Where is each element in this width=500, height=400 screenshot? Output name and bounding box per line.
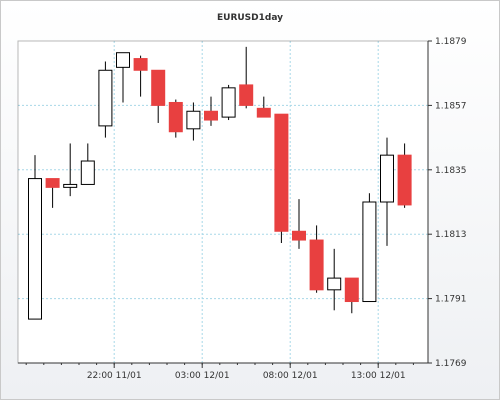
candle (327, 248, 342, 311)
candle (380, 137, 394, 246)
candle (45, 178, 60, 208)
candle (362, 193, 377, 303)
y-tick-label: 1.1857 (435, 101, 467, 111)
candle (204, 96, 218, 126)
candle-body-up (186, 110, 201, 130)
candle (256, 96, 271, 118)
candle-body-down (45, 178, 60, 188)
y-tick-label: 1.1879 (435, 37, 467, 47)
candle (292, 199, 306, 249)
candle-body-down (397, 154, 412, 206)
candle-body-down (204, 110, 218, 121)
y-tick-label: 1.1791 (435, 295, 467, 305)
candle-body-down (344, 277, 359, 303)
candle-body-down (256, 107, 271, 118)
candle (221, 84, 236, 121)
axes: 1.1879 1.1857 1.1835 1.1813 1.1791 1.1769 22:0… (17, 37, 467, 381)
x-tick-label: 03:00 12/01 (175, 371, 230, 381)
y-tick-label: 1.1835 (435, 166, 467, 176)
candle-body-down (292, 230, 306, 241)
candle (116, 52, 130, 103)
candle-body-down (168, 101, 183, 133)
candle-body-down (133, 58, 148, 71)
candle-body-up (221, 87, 236, 118)
candle (151, 69, 166, 123)
y-tick-label: 1.1813 (435, 230, 467, 240)
candle-body-up (98, 69, 113, 127)
y-tick-label: 1.1769 (435, 359, 467, 369)
candle (309, 225, 324, 293)
candle-body-up (327, 277, 342, 291)
candle (168, 99, 183, 138)
candle (344, 277, 359, 314)
chart-title: EURUSD1day (217, 13, 283, 23)
candle (28, 155, 42, 320)
candle (397, 143, 412, 208)
candle-body-up (380, 154, 394, 203)
candle-body-down (151, 69, 166, 106)
candle (133, 55, 148, 97)
candle-body-up (116, 52, 130, 68)
candle-body-down (309, 239, 324, 291)
candle (80, 143, 95, 185)
candle (274, 113, 289, 243)
x-tick-label: 08:00 12/01 (263, 371, 318, 381)
x-tick-label: 22:00 11/01 (87, 371, 142, 381)
candles (28, 46, 412, 320)
candle (186, 102, 201, 141)
candle (98, 61, 113, 138)
candle-body-up (63, 183, 78, 188)
candle (63, 143, 78, 197)
candle (239, 46, 254, 109)
x-tick-label: 13:00 12/01 (351, 371, 406, 381)
candle-body-up (362, 201, 377, 303)
candle-body-up (80, 160, 95, 185)
candle-body-up (28, 178, 42, 320)
candle-body-down (239, 84, 254, 106)
candle-body-down (274, 113, 289, 232)
